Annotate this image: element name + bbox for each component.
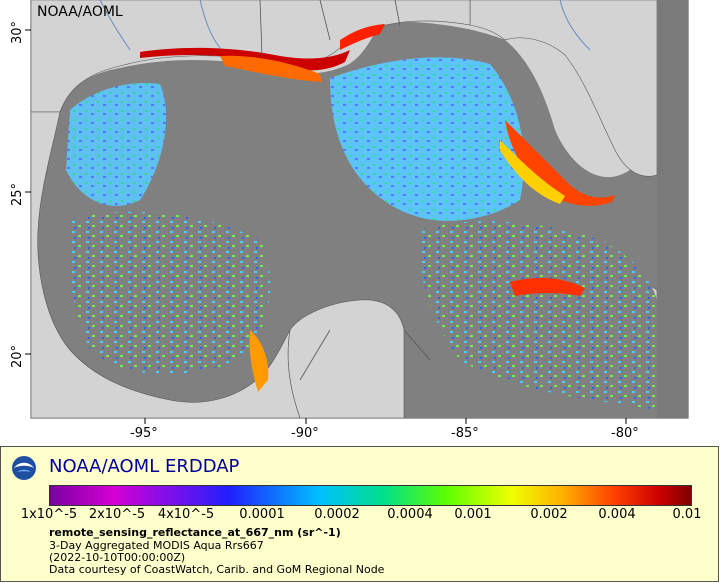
coastal-high-panhandle [340, 24, 385, 50]
coastal-high-cuba [510, 278, 585, 296]
lon-tick-label: -95° [130, 426, 158, 441]
colorbar-tick-label: 0.002 [530, 507, 568, 522]
lon-tick-label: -90° [291, 426, 319, 441]
data-swath-west [66, 83, 167, 206]
no-data-strip [657, 0, 688, 418]
legend-panel: NOAA/AOML ERDDAP 1x10^-5 2x10^-5 4x10^-5… [0, 446, 719, 582]
colorbar-tick-label: 4x10^-5 [157, 507, 215, 522]
colorbar-tick-label: 0.001 [454, 507, 492, 522]
colorbar-tick-label: 0.01 [672, 507, 702, 522]
colorbar-tick-label: 1x10^-5 [20, 507, 78, 522]
lon-tick-label: -85° [451, 426, 479, 441]
map-area: NOAA/AOML -95° -90° -85° -80° 30° 25° 20… [0, 0, 720, 446]
coastal-high-mexico [249, 330, 269, 392]
yucatan-land [287, 299, 405, 419]
data-swath-east [419, 221, 657, 410]
rivers [99, 0, 591, 51]
lon-tick-label: -80° [611, 426, 639, 441]
time-stamp: (2022-10-10T00:00:00Z) [49, 551, 186, 564]
data-credit: Data courtesy of CoastWatch, Carib. and … [49, 563, 385, 576]
variable-name: remote_sensing_reflectance_at_667_nm (sr… [49, 526, 341, 539]
mexico-land [30, 111, 301, 419]
map-watermark: NOAA/AOML [37, 4, 123, 20]
dataset-name: 3-Day Aggregated MODIS Aqua Rrs667 [49, 539, 264, 552]
map-canvas[interactable] [0, 0, 720, 446]
lat-tick-label: 30° [10, 20, 25, 44]
coastal-high-louisiana [220, 55, 322, 82]
data-swath-south [68, 211, 271, 374]
colorbar-tick-label: 0.0001 [239, 507, 285, 522]
colorbar-tick-label: 2x10^-5 [88, 507, 146, 522]
coastal-yellow-florida [500, 140, 565, 204]
axis-ticks [25, 29, 627, 424]
data-swath-central [330, 57, 524, 221]
colorbar [49, 485, 692, 506]
coastal-high-florida [505, 120, 615, 206]
coastal-high-north [140, 47, 350, 71]
lat-tick-label: 20° [10, 344, 25, 368]
colorbar-tick-label: 0.0002 [314, 507, 360, 522]
lat-tick-label: 25° [10, 182, 25, 206]
colorbar-tick-label: 0.004 [598, 507, 636, 522]
border-lines [259, 0, 431, 381]
legend-title: NOAA/AOML ERDDAP [49, 456, 240, 477]
colorbar-tick-label: 0.0004 [387, 507, 433, 522]
noaa-logo-icon [12, 456, 36, 480]
florida-land [469, 0, 658, 177]
